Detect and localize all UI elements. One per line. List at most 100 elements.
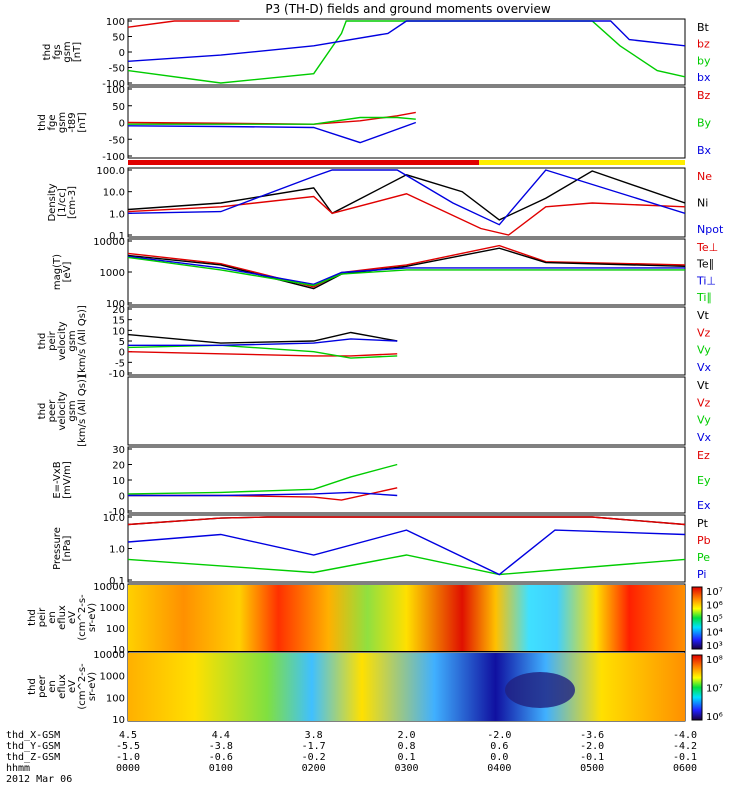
y-tick-label: 1000: [100, 268, 125, 279]
panel-ylabel: thd: [27, 609, 38, 626]
y-tick-label: 100: [106, 624, 125, 635]
y-tick-label: 10: [112, 715, 125, 726]
y-tick-label: 30: [112, 445, 125, 456]
panel-ylabel: [1/cc]: [57, 188, 68, 217]
legend-Vy: Vy: [697, 414, 711, 427]
y-tick-label: 10: [112, 476, 125, 487]
panel-ylabel: peer: [47, 399, 58, 423]
colorbar-label: 10⁶: [706, 712, 723, 723]
panel-ylabel: fgs: [52, 44, 63, 59]
peer-colorbar: [691, 654, 703, 721]
footer-value: 4.4: [212, 730, 230, 741]
footer-value: -2.0: [580, 741, 604, 752]
series-By: [128, 116, 416, 125]
y-tick-label: 0.1: [109, 231, 125, 242]
series-Ti∥: [128, 256, 685, 287]
legend-Pi: Pi: [697, 568, 706, 581]
y-tick-label: 5: [119, 337, 125, 348]
colorbar-label: 10⁸: [706, 655, 723, 666]
panel-ylabel: fge: [47, 114, 58, 130]
panel-ylabel: thd: [27, 678, 38, 695]
legend-Vt: Vt: [697, 379, 710, 392]
y-tick-label: 10.0: [103, 513, 125, 524]
legend-Vz: Vz: [697, 396, 711, 409]
y-tick-label: 10000: [93, 237, 125, 248]
legend-Vx: Vx: [697, 361, 712, 374]
legend-Pe: Pe: [697, 551, 710, 564]
y-tick-label: 0: [119, 119, 125, 130]
series-Bx: [128, 121, 417, 144]
orbit-bar-red: [128, 160, 479, 165]
panel-ylabel: thd: [42, 44, 53, 61]
panel-ylabel: en: [47, 680, 58, 693]
footer-value: 0300: [394, 763, 418, 774]
y-tick-label: 20: [112, 461, 125, 472]
y-tick-label: -100: [102, 152, 125, 163]
legend-Ez: Ez: [697, 449, 710, 462]
panel-ylabel: thd: [37, 114, 48, 131]
y-tick-label: 0: [119, 492, 125, 503]
series-Pe: [128, 554, 685, 576]
footer-value: -0.1: [673, 752, 697, 763]
y-tick-label: -5: [115, 358, 125, 369]
series-Pi: [128, 529, 685, 576]
series-Ey: [128, 463, 398, 495]
series-Ni: [128, 170, 685, 221]
series-Vz: [128, 351, 398, 357]
series-Vx: [128, 338, 398, 346]
y-tick-label: 0: [119, 48, 125, 59]
footer-value: 0.1: [397, 752, 415, 763]
panel-ylabel: gsm: [67, 400, 78, 421]
y-tick-label: 10000: [93, 582, 125, 593]
y-tick-label: 1000: [100, 603, 125, 614]
y-tick-label: 10000: [93, 650, 125, 661]
panel-ylabel: Density: [47, 183, 58, 221]
footer-row-label: thd_Z-GSM: [6, 752, 60, 763]
panel-frame-density: [127, 167, 686, 238]
panel-ylabel: (cm^2-s-: [77, 594, 88, 641]
legend-by: by: [697, 54, 711, 67]
y-tick-label: 1.0: [109, 545, 125, 556]
footer-value: -4.2: [673, 741, 697, 752]
orbit-bar-yellow: [479, 160, 685, 165]
footer-value: 0500: [580, 763, 604, 774]
panel-ylabel: eV: [67, 680, 78, 693]
footer-value: 0600: [673, 763, 697, 774]
legend-Ex: Ex: [697, 499, 711, 512]
footer-value: -3.8: [209, 741, 233, 752]
colorbar-label: 10⁵: [706, 614, 723, 625]
panel-frame-peer_vel: [127, 376, 686, 446]
footer-value: 0.0: [490, 752, 508, 763]
legend-Bt: Bt: [697, 21, 710, 34]
series-Ti⊥: [128, 255, 685, 286]
panel-ylabel: [mV/m]: [62, 461, 73, 499]
legend-Ni: Ni: [697, 197, 708, 210]
y-tick-label: -10: [109, 369, 125, 380]
y-tick-label: 0: [119, 348, 125, 359]
footer-value: 3.8: [305, 730, 323, 741]
y-tick-label: -50: [109, 135, 125, 146]
panel-ylabel: (cm^2-s-: [77, 663, 88, 710]
footer-value: -0.6: [209, 752, 233, 763]
footer-row-label: hhmm: [6, 763, 30, 774]
legend-Vt: Vt: [697, 309, 710, 322]
footer-value: -4.0: [673, 730, 697, 741]
panel-frame-temp: [127, 238, 686, 306]
panel-ylabel: sr-eV): [87, 672, 98, 701]
panel-ylabel: eV: [67, 611, 78, 624]
y-tick-label: -100: [102, 79, 125, 90]
legend-Vx: Vx: [697, 431, 712, 444]
panel-ylabel: peir: [37, 607, 48, 627]
panel-ylabel: en: [47, 611, 58, 624]
legend-Bx: Bx: [697, 144, 712, 157]
legend-Npot: Npot: [697, 223, 724, 236]
y-tick-label: 10: [112, 645, 125, 656]
panel-ylabel: Pressure: [52, 527, 63, 570]
colorbar-label: 10³: [706, 641, 723, 652]
panel-ylabel: [km/s (All Qs)]: [77, 375, 88, 447]
panel-ylabel: velocity: [57, 391, 68, 430]
y-tick-label: 0.1: [109, 576, 125, 587]
footer-value: 0.8: [397, 741, 415, 752]
footer-date: 2012 Mar 06: [6, 774, 72, 785]
